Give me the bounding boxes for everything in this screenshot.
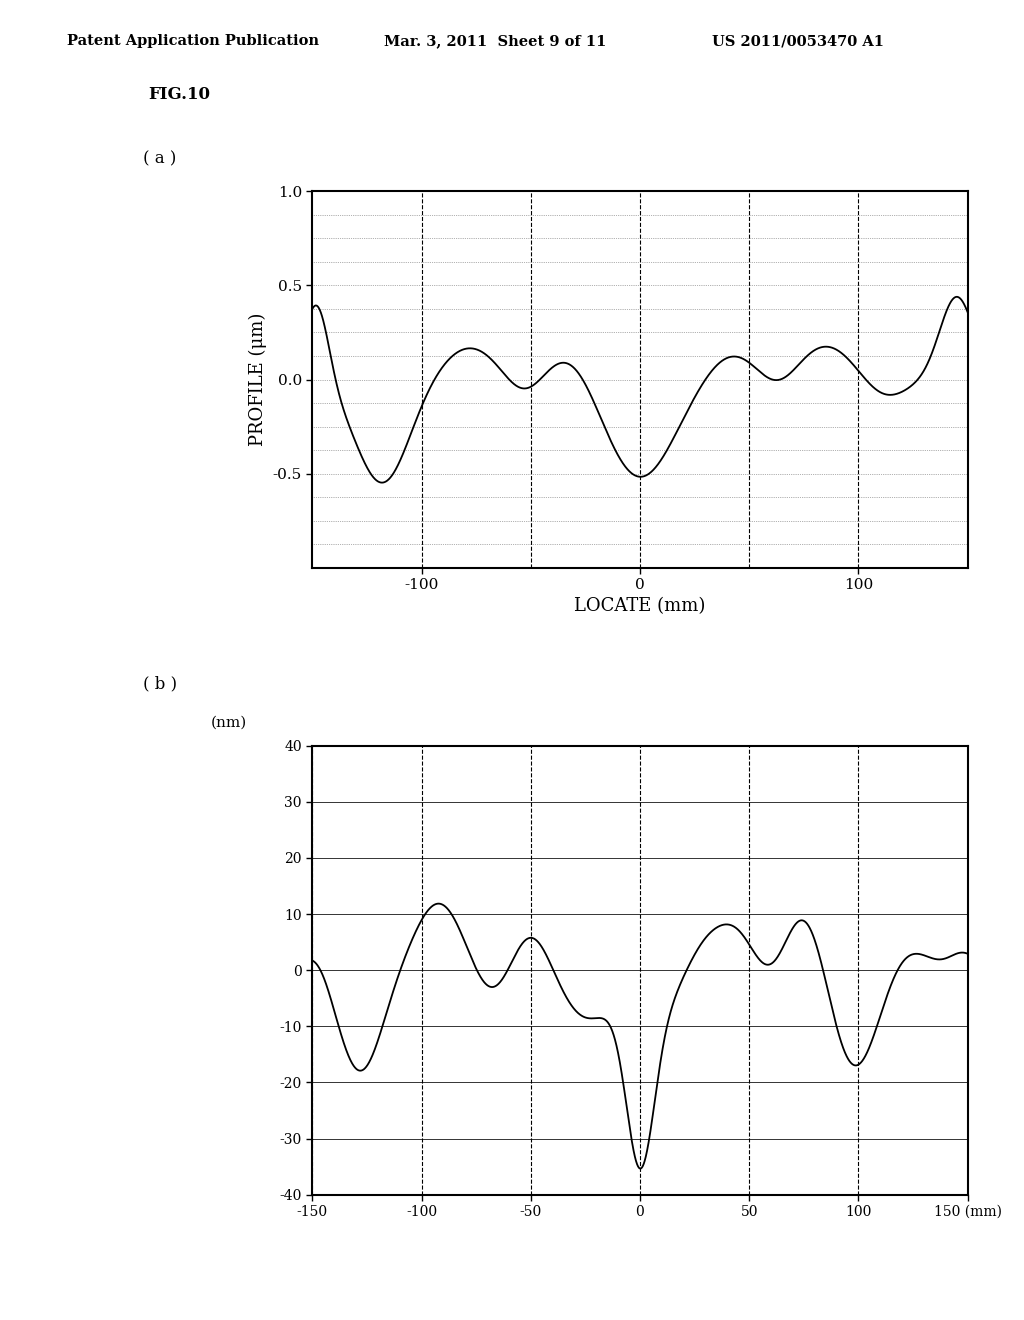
Text: ( a ): ( a ) xyxy=(143,150,177,168)
Text: Mar. 3, 2011  Sheet 9 of 11: Mar. 3, 2011 Sheet 9 of 11 xyxy=(384,34,606,49)
Y-axis label: PROFILE (μm): PROFILE (μm) xyxy=(249,313,267,446)
Text: US 2011/0053470 A1: US 2011/0053470 A1 xyxy=(712,34,884,49)
Text: Patent Application Publication: Patent Application Publication xyxy=(67,34,318,49)
X-axis label: LOCATE (mm): LOCATE (mm) xyxy=(574,598,706,615)
Text: FIG.10: FIG.10 xyxy=(148,86,211,103)
Text: (nm): (nm) xyxy=(211,715,247,730)
Text: ( b ): ( b ) xyxy=(143,676,177,693)
